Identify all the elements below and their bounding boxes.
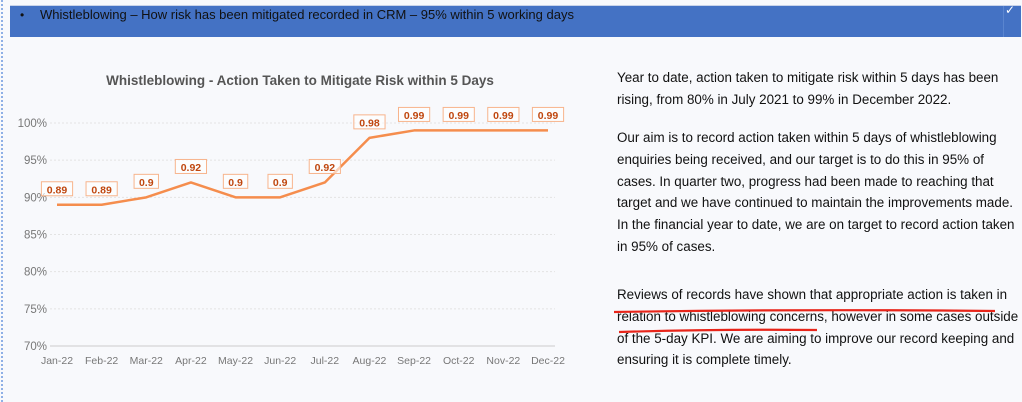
data-label-box xyxy=(487,106,520,122)
data-label: 0.9 xyxy=(273,177,288,189)
data-label-box xyxy=(397,106,431,122)
commentary-line: ensuring it is complete timely. xyxy=(617,352,792,368)
commentary-line: Year to date, action taken to mitigate r… xyxy=(617,70,999,85)
data-label: 0.99 xyxy=(493,110,514,122)
data-label: 0.9 xyxy=(228,177,243,189)
commentary-line: target and we have continued to maintain… xyxy=(617,195,1013,211)
x-tick-label: Oct-22 xyxy=(443,355,475,367)
x-tick-label: Dec-22 xyxy=(531,355,565,367)
data-label: 0.92 xyxy=(315,162,336,174)
x-tick-label: Sep-22 xyxy=(397,355,431,367)
commentary-line: rising, from 80% in July 2021 to 99% in … xyxy=(617,91,952,107)
x-tick-label: Nov-22 xyxy=(486,355,520,367)
data-label-box xyxy=(353,114,386,130)
data-label-box xyxy=(85,181,118,197)
kpi-header-bar: • Whistleblowing – How risk has been mit… xyxy=(10,3,1021,37)
commentary-line: of the 5-day KPI. We are aiming to impro… xyxy=(617,330,1015,346)
commentary-line: In the financial year to date, we are on… xyxy=(617,217,1015,233)
y-tick-label: 100% xyxy=(18,118,47,130)
data-label-box xyxy=(133,173,159,189)
data-label: 0.99 xyxy=(538,110,559,122)
y-tick-label: 80% xyxy=(24,267,47,279)
x-tick-label: Apr-22 xyxy=(175,355,207,367)
data-label-box xyxy=(267,173,293,189)
data-label: 0.9 xyxy=(139,177,154,189)
commentary-line: in 95% of cases. xyxy=(617,239,716,254)
data-label: 0.92 xyxy=(181,162,202,174)
data-label: 0.89 xyxy=(47,184,68,196)
data-label: 0.99 xyxy=(449,110,470,122)
commentary-line: cases. In quarter two, progress had been… xyxy=(617,173,994,189)
commentary-line: enquiries being received, and our target… xyxy=(617,151,984,167)
left-margin-guide xyxy=(1,0,3,402)
y-tick-label: 70% xyxy=(24,341,47,353)
y-tick-label: 85% xyxy=(24,230,47,242)
bullet: • xyxy=(20,8,25,22)
data-label-box xyxy=(308,158,341,174)
data-label: 0.99 xyxy=(404,110,425,122)
data-label-box xyxy=(40,181,74,197)
x-tick-label: Aug-22 xyxy=(353,355,387,367)
commentary-line: relation to whistleblowing concerns, how… xyxy=(617,308,1019,324)
commentary-line: Our aim is to record action taken within… xyxy=(617,130,997,145)
x-tick-label: Jul-22 xyxy=(311,355,340,367)
data-label-box xyxy=(442,106,475,122)
data-label-box xyxy=(174,158,208,174)
commentary-line: Reviews of records have shown that appro… xyxy=(617,287,1008,302)
x-tick-label: May-22 xyxy=(218,355,253,367)
series-line xyxy=(57,129,548,207)
line-chart: 70%75%80%85%90%95%100%Jan-22 Feb-22 Mar-22… xyxy=(18,106,565,367)
check-icon: ✓ xyxy=(1004,3,1015,17)
y-tick-label: 75% xyxy=(24,304,47,316)
x-tick-label: Jan-22 xyxy=(41,355,73,367)
kpi-header-text: Whistleblowing – How risk has been mitig… xyxy=(40,7,574,22)
data-label-box xyxy=(531,106,565,122)
data-label: 0.98 xyxy=(359,117,380,129)
chart-title: Whistleblowing - Action Taken to Mitigat… xyxy=(106,73,494,88)
y-tick-label: 95% xyxy=(24,155,47,167)
x-tick-label: Feb-22 xyxy=(85,355,118,367)
status-cell: ✓ xyxy=(1003,3,1021,37)
x-tick-label: Mar-22 xyxy=(130,355,163,367)
data-label: 0.89 xyxy=(91,184,112,196)
data-label-box xyxy=(222,173,249,189)
x-tick-label: Jun-22 xyxy=(264,355,296,367)
